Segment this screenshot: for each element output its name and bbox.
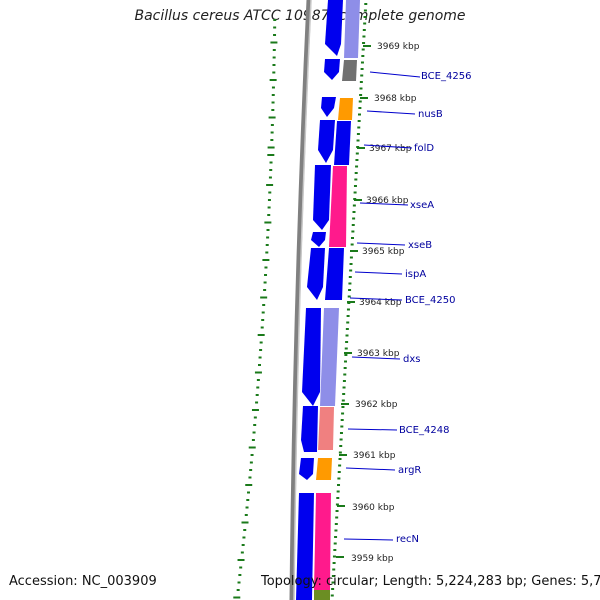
- gene-label: BCE_4250: [405, 295, 455, 306]
- cog-feature: [325, 248, 344, 300]
- gene-labels: BCE_4256 nusB folD xseA xseB ispA BCE_42…: [343, 71, 471, 545]
- cog-feature: [342, 60, 357, 81]
- gc-skew-dots: [233, 19, 278, 599]
- gene-leader-line: [356, 242, 406, 246]
- gene-leader-line: [366, 110, 416, 115]
- kbp-label: 3960 kbp: [352, 503, 395, 513]
- gene-label: xseB: [408, 240, 432, 251]
- cds-feature: [324, 59, 340, 80]
- gene-label: argR: [398, 465, 421, 476]
- cds-feature: [318, 120, 335, 163]
- cog-feature: [329, 166, 347, 247]
- cog-feature: [320, 308, 339, 406]
- gene-leader-line: [359, 202, 409, 206]
- kbp-label: 3964 kbp: [359, 298, 402, 308]
- cog-feature: [316, 458, 332, 480]
- gene-label: ispA: [405, 269, 426, 280]
- accession-label: Accession: NC_003909: [9, 574, 157, 589]
- cog-feature: [318, 407, 334, 450]
- cog-feature: [314, 493, 331, 590]
- kbp-label: 3969 kbp: [377, 42, 420, 52]
- cog-feature: [314, 590, 330, 600]
- cog-track: [314, 0, 360, 600]
- gene-label: folD: [414, 143, 434, 154]
- cds-track: [296, 0, 343, 600]
- cds-feature: [325, 0, 343, 56]
- kbp-label: 3963 kbp: [357, 349, 400, 359]
- cds-feature: [311, 232, 326, 247]
- cog-feature: [338, 98, 353, 120]
- gene-label: recN: [396, 534, 419, 545]
- gene-leader-line: [345, 467, 396, 471]
- cds-feature: [296, 493, 314, 600]
- kbp-label: 3966 kbp: [366, 196, 409, 206]
- gene-leader-line: [354, 271, 403, 275]
- kbp-label: 3968 kbp: [374, 94, 417, 104]
- gene-leader-line: [351, 356, 401, 360]
- gene-label: BCE_4256: [421, 71, 471, 82]
- gene-leader-line: [363, 144, 413, 149]
- gene-label: nusB: [418, 109, 443, 120]
- kbp-axis: 3969 kbp 3968 kbp 3967 kbp 3966 kbp 3965…: [336, 42, 420, 564]
- genome-summary: Topology: circular; Length: 5,224,283 bp…: [261, 574, 600, 589]
- backbone-arc-highlight: [293, 0, 312, 600]
- kbp-label: 3961 kbp: [353, 451, 396, 461]
- kbp-label: 3965 kbp: [362, 247, 405, 257]
- gene-label: dxs: [403, 354, 420, 365]
- cds-feature: [299, 458, 314, 480]
- gene-leader-line: [369, 71, 421, 78]
- kbp-label: 3967 kbp: [369, 144, 412, 154]
- kbp-label: 3959 kbp: [351, 554, 394, 564]
- gene-leader-line: [349, 297, 403, 301]
- cds-feature: [301, 406, 318, 452]
- gene-leader-line: [343, 538, 394, 541]
- cds-feature: [302, 308, 321, 406]
- kbp-label: 3962 kbp: [355, 400, 398, 410]
- cog-feature: [344, 0, 360, 58]
- cog-feature: [334, 121, 351, 165]
- gene-label: BCE_4248: [399, 425, 449, 436]
- gene-label: xseA: [410, 200, 434, 211]
- cds-feature: [321, 97, 336, 117]
- map-title: Bacillus cereus ATCC 10987, complete gen…: [134, 8, 466, 24]
- cds-feature: [313, 165, 331, 230]
- backbone-arc: [289, 0, 312, 600]
- cds-feature: [307, 248, 325, 300]
- gene-leader-line: [347, 428, 398, 431]
